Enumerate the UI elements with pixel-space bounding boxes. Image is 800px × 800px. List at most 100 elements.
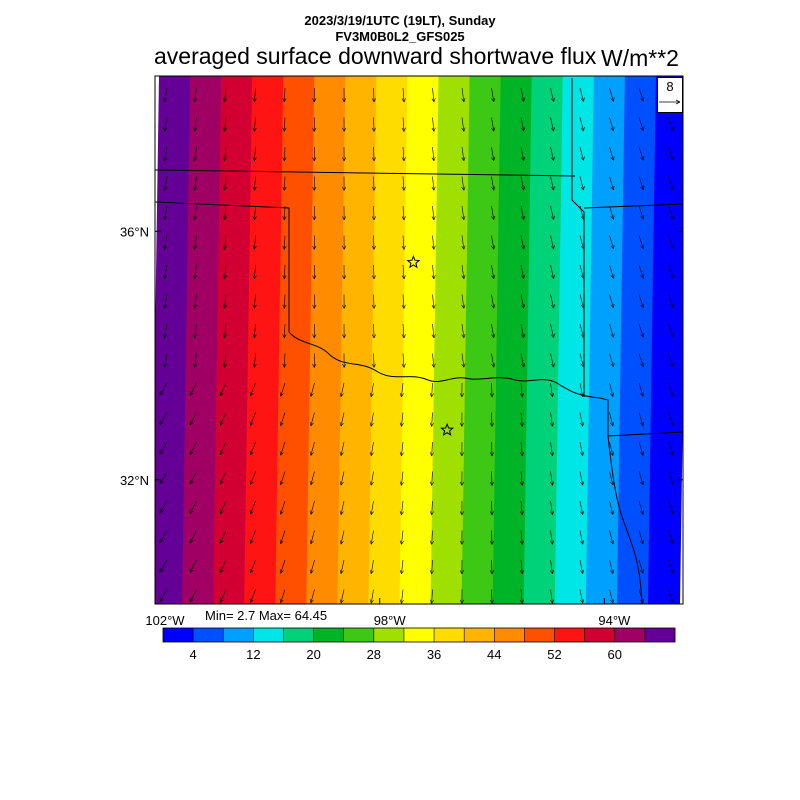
wind-vector [193,87,197,103]
flux-band [337,76,378,604]
wind-vector [638,530,645,545]
wind-vector [222,323,227,339]
wind-vector [668,589,674,603]
wind-vector [609,117,615,132]
wind-vector [312,264,317,280]
wind-vector [309,441,315,456]
station-star-north-icon [406,255,421,269]
wind-vector [279,412,286,427]
wind-vector [309,471,315,486]
colorbar-swatch [223,628,254,642]
wind-vector [489,500,494,516]
wind-vector [219,559,227,574]
border-ks-ok-north [155,169,576,177]
wind-vector [249,441,256,456]
colorbar-swatch [193,628,224,642]
wind-vector [489,441,494,457]
wind-vector [638,294,645,309]
wind-vector [342,117,347,132]
wind-vector [342,205,347,221]
wind-vector [429,530,434,545]
wind-vector [163,176,168,191]
colorbar-tick-label: 60 [608,647,622,662]
wind-vector [668,146,674,161]
wind-vector [279,500,286,515]
wind-vector [461,264,466,280]
wind-vector [489,471,494,486]
wind-vector [668,294,674,308]
wind-vector [193,353,197,368]
wind-vector [339,500,345,515]
wind-vector [309,382,315,397]
lon-tick-label: 94°W [598,613,631,628]
colorbar-swatch [163,628,194,642]
wind-vector [609,323,615,338]
wind-vector [401,205,406,221]
colorbar-swatch [644,628,676,642]
wind-vector [189,559,197,573]
wind-vector [342,353,347,368]
colorbar-swatch [434,628,465,642]
wind-vector [431,264,436,280]
wind-vector [371,294,376,309]
wind-vector [309,530,315,545]
wind-vector [550,441,554,457]
wind-vector [371,176,376,191]
wind-vector [339,589,345,604]
wind-vector [219,471,227,485]
wind-vector [371,235,376,250]
wind-vector [342,176,347,191]
wind-vector [401,117,406,132]
wind-vector [668,441,674,456]
wind-vector [312,294,317,309]
wind-vector [638,441,645,456]
wind-vector [279,382,286,397]
border-ar-la [599,397,683,437]
wind-vector [399,559,404,575]
wind-vector [189,589,197,603]
wind-vector [550,87,555,102]
wind-vector [189,412,197,426]
wind-vector [342,235,347,250]
colorbar-swatch [403,628,435,642]
wind-vector [431,117,436,132]
wind-vector [252,87,257,103]
wind-vector [189,471,197,485]
wind-vector [431,87,436,103]
wind-vector [519,412,524,427]
wind-vector [520,294,526,309]
wind-vector [519,589,524,604]
wind-vector [282,235,287,250]
wind-vector [491,235,496,250]
wind-vector [159,441,168,455]
wind-vector [609,146,615,161]
wind-vector [429,471,434,486]
wind-vector [159,589,168,602]
wind-vector [638,87,645,102]
wind-vector [609,205,615,220]
wind-vector [520,205,526,220]
wind-vector [399,412,404,427]
wind-vector [609,441,615,456]
wind-vector [163,264,168,279]
wind-vector [222,176,227,191]
wind-vector [249,559,256,574]
station-star-south-icon [440,422,455,436]
wind-vector [279,589,286,604]
wind-vector [312,176,317,191]
wind-vector [609,382,615,397]
vector-reference-box: 8 [657,77,683,113]
wind-vector [489,382,494,398]
colorbar: 4 12 20 28 36 44 52 60 [162,627,676,662]
lat-tick-label: 32°N [120,473,149,488]
wind-vector [638,382,645,397]
flux-band [306,76,347,604]
wind-vector [609,412,615,427]
wind-vector [252,353,257,368]
colorbar-swatch [373,628,405,642]
wind-vector [369,382,374,397]
wind-vector [279,559,286,574]
map-title: averaged surface downward shortwave flux [154,43,597,69]
wind-vector [489,559,494,575]
